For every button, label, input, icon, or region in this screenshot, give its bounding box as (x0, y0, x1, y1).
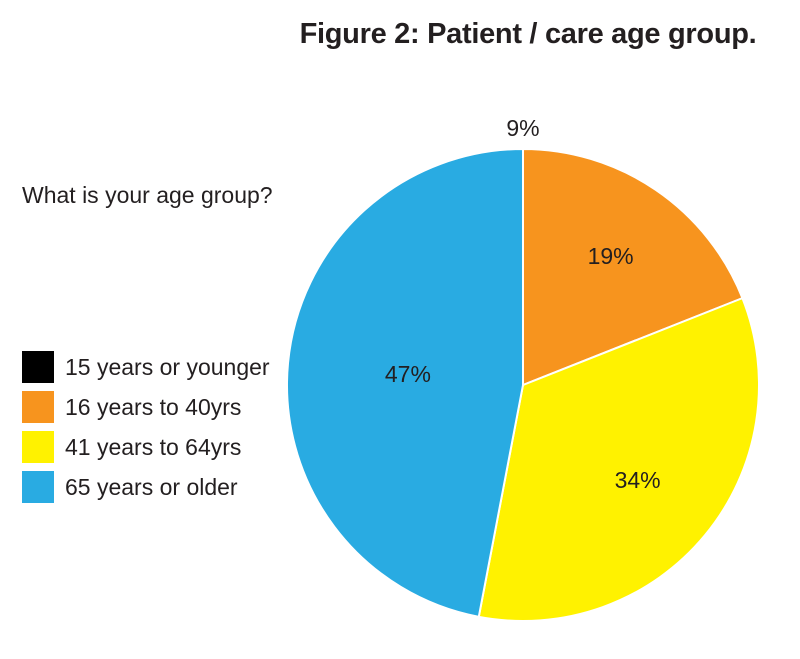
legend-item-65-years-or-older: 65 years or older (22, 471, 270, 503)
pie-percentage-label-15-years-or-younger: 9% (506, 115, 539, 141)
pie-slice-16-years-to-40yrs (522, 148, 744, 386)
legend-swatch-16-years-to-40yrs (22, 391, 54, 423)
figure-title: Figure 2: Patient / care age group. (299, 18, 757, 50)
legend-swatch-41-years-to-64yrs (22, 431, 54, 463)
pie-chart: 9% 19% 34% 47% (278, 100, 770, 630)
pie-slice-41-years-to-64yrs (477, 297, 761, 622)
pie-percentage-label-41-years-to-64yrs: 34% (615, 467, 661, 493)
legend-label: 65 years or older (65, 473, 238, 500)
legend-label: 15 years or younger (65, 353, 270, 380)
legend-label: 16 years to 40yrs (65, 393, 242, 420)
pie-percentage-label-16-years-to-40yrs: 19% (588, 243, 634, 269)
pie-percentage-label-65-years-or-older: 47% (385, 361, 431, 387)
pie-slice-65-years-or-older (286, 148, 524, 618)
question-label: What is your age group? (22, 182, 273, 208)
legend-item-41-years-to-64yrs: 41 years to 64yrs (22, 431, 270, 463)
legend-label: 41 years to 64yrs (65, 433, 242, 460)
pie-chart-svg: 9% 19% 34% 47% (286, 115, 761, 622)
legend-swatch-65-years-or-older (22, 471, 54, 503)
legend-swatch-15-years-or-younger (22, 351, 54, 383)
legend-item-16-years-to-40yrs: 16 years to 40yrs (22, 391, 270, 423)
legend-item-15-years-or-younger: 15 years or younger (22, 351, 270, 383)
legend: 15 years or younger 16 years to 40yrs 41 y… (22, 351, 270, 503)
